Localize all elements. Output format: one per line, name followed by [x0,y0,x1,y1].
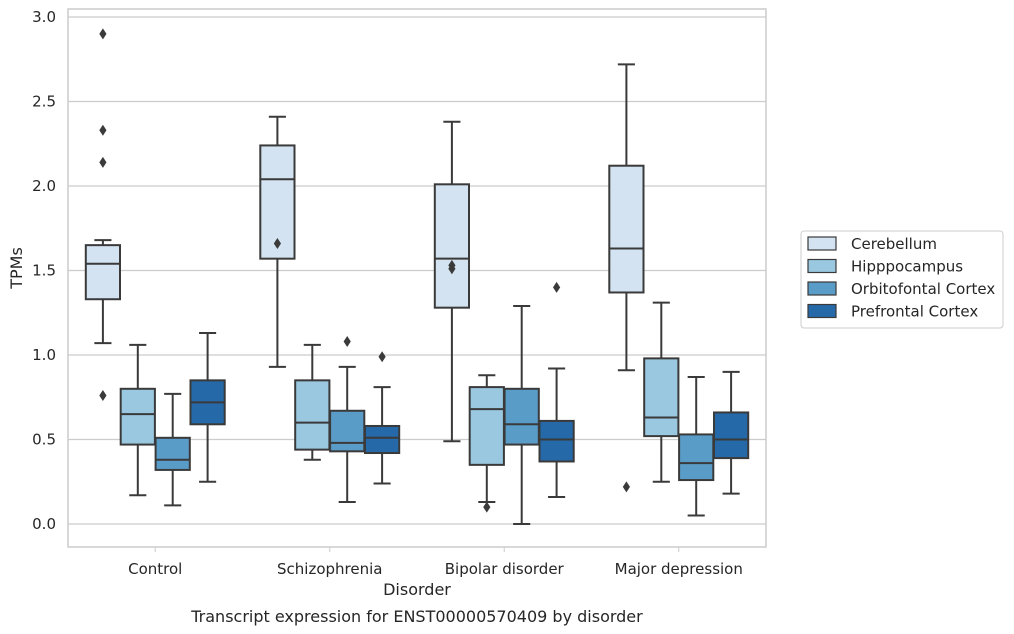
box-body [538,419,575,463]
legend-swatch [807,281,837,296]
box-prefrontal-cortex [538,281,575,498]
box-orbitofontal-cortex [329,335,366,504]
box-orbitofontal-cortex [154,392,191,507]
outlier-point [99,156,107,168]
box-body [154,436,191,471]
box-cerebellum [608,63,645,493]
box-hipppocampus [294,343,331,461]
box-hipppocampus [119,343,156,497]
box-prefrontal-cortex [712,370,750,495]
y-axis-label: TPMs [7,247,26,290]
box-cerebellum [433,120,471,443]
box-groups [84,28,750,525]
box-body [712,411,750,460]
outlier-point [553,281,561,293]
y-tick-label: 0.5 [32,431,56,449]
x-tick-label: Control [128,560,182,578]
y-tick-label: 2.0 [32,177,56,195]
outlier-point [273,237,281,249]
outlier-point [343,335,351,347]
legend-swatch [807,236,837,251]
x-tick-labels: Control Schizophrenia Bipolar disorder Majo… [128,547,743,578]
y-tick-label: 2.5 [32,93,56,111]
box-hipppocampus [643,301,680,483]
outlier-point [483,501,491,513]
box-body [468,386,505,466]
legend-swatch [807,258,837,274]
x-tick-label: Bipolar disorder [445,560,565,578]
outlier-point [448,263,456,275]
box-body [608,164,645,294]
box-body [329,409,366,453]
box-body [433,183,471,309]
box-body [678,433,715,482]
box-cerebellum [84,28,122,402]
legend-swatch [807,303,837,319]
box-prefrontal-cortex [363,351,401,485]
x-tick-label: Major depression [615,560,743,578]
legend-label: Cerebellum [851,235,937,253]
legend-label: Hipppocampus [851,258,963,276]
legend: Cerebellum Hipppocampus Orbitofontal Corte… [800,230,1004,329]
box-body [119,387,156,446]
box-prefrontal-cortex [189,332,226,483]
outlier-point [99,390,107,402]
chart-caption: Transcript expression for ENST0000057040… [190,607,643,626]
y-tick-labels: 0.0 0.5 1.0 1.5 2.0 2.5 3.0 [32,8,56,533]
y-tick-label: 3.0 [32,8,56,26]
outlier-point [99,28,107,40]
box-orbitofontal-cortex [503,304,540,525]
box-body [503,387,540,446]
outlier-point [378,351,386,363]
y-tick-label: 1.0 [32,346,56,364]
outlier-point [99,124,107,136]
legend-label: Prefrontal Cortex [851,303,978,321]
box-orbitofontal-cortex [678,375,715,517]
box-body [363,424,401,455]
x-axis-label: Disorder [383,580,451,599]
legend-frame [800,230,1004,329]
box-cerebellum [259,115,296,368]
box-body [84,244,122,301]
y-tick-label: 0.0 [32,515,56,533]
outlier-point [622,481,630,493]
box-body [643,357,680,438]
x-tick-label: Schizophrenia [277,560,382,578]
legend-label: Orbitofontal Cortex [851,280,995,298]
y-tick-label: 1.5 [32,262,56,280]
box-body [294,379,331,451]
